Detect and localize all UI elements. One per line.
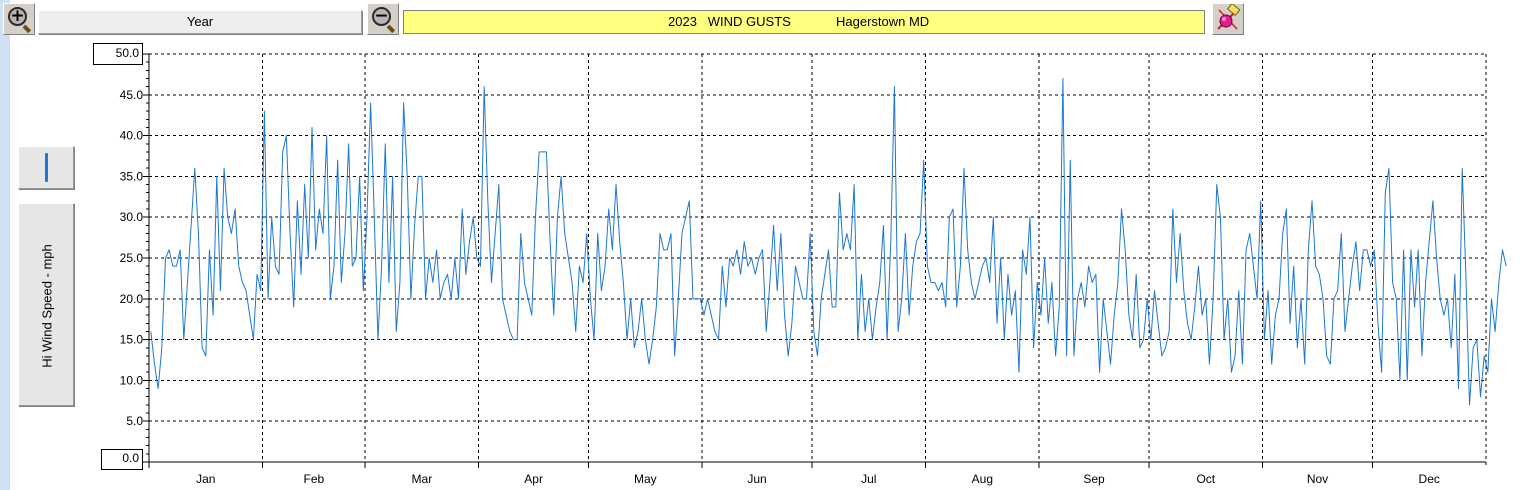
y-min-label: 0.0 <box>101 449 143 470</box>
chart-location: Hagerstown MD <box>836 14 930 29</box>
period-selector-button[interactable]: Year <box>38 10 362 34</box>
month-label: Jun <box>747 472 766 486</box>
zoom-out-button[interactable]: − <box>367 3 399 35</box>
month-label: May <box>634 472 657 486</box>
month-label: Feb <box>303 472 324 486</box>
y-tick-label: 20.0 <box>120 292 144 306</box>
parameter-button[interactable] <box>18 146 74 189</box>
chart-series <box>150 77 1507 406</box>
vertical-bar-icon <box>45 153 48 182</box>
month-label: Apr <box>524 472 543 486</box>
month-label: Nov <box>1307 472 1328 486</box>
pin-tool-icon <box>1217 2 1241 30</box>
month-label: Aug <box>972 472 993 486</box>
month-label: Dec <box>1419 472 1440 486</box>
y-tick-label: 45.0 <box>120 88 144 102</box>
month-label: Mar <box>412 472 433 486</box>
y-max-label: 50.0 <box>93 43 143 65</box>
zoom-in-magnifier-icon: + <box>8 7 27 26</box>
y-tick-label: 40.0 <box>120 129 144 143</box>
zoom-out-magnifier-icon: − <box>372 7 391 26</box>
month-label: Jul <box>861 472 876 486</box>
chart-labels: 5.0 10.0 15.0 20.0 25.0 30.0 35.0 40.0 45.0 Jan Fe… <box>120 88 1440 486</box>
y-axis-label-button[interactable]: Hi Wind Speed - mph <box>18 203 74 406</box>
pin-tool-button[interactable] <box>1212 2 1244 35</box>
y-tick-label: 35.0 <box>120 169 144 183</box>
chart-title: 2023 WIND GUSTS <box>668 14 791 29</box>
chart-axes <box>143 53 1486 468</box>
y-tick-label: 30.0 <box>120 210 144 224</box>
left-edge-strip <box>0 0 10 490</box>
y-tick-label: 5.0 <box>126 414 143 428</box>
y-tick-label: 25.0 <box>120 251 144 265</box>
y-tick-label: 15.0 <box>120 333 144 347</box>
wind-gust-series-line <box>150 77 1507 406</box>
chart-title-bar: 2023 WIND GUSTS Hagerstown MD <box>403 10 1205 34</box>
month-label: Sep <box>1083 472 1105 486</box>
month-label: Jan <box>196 472 215 486</box>
month-label: Oct <box>1196 472 1215 486</box>
zoom-in-button[interactable]: + <box>3 3 35 35</box>
chart-grid <box>149 53 1487 468</box>
y-tick-label: 10.0 <box>120 373 144 387</box>
